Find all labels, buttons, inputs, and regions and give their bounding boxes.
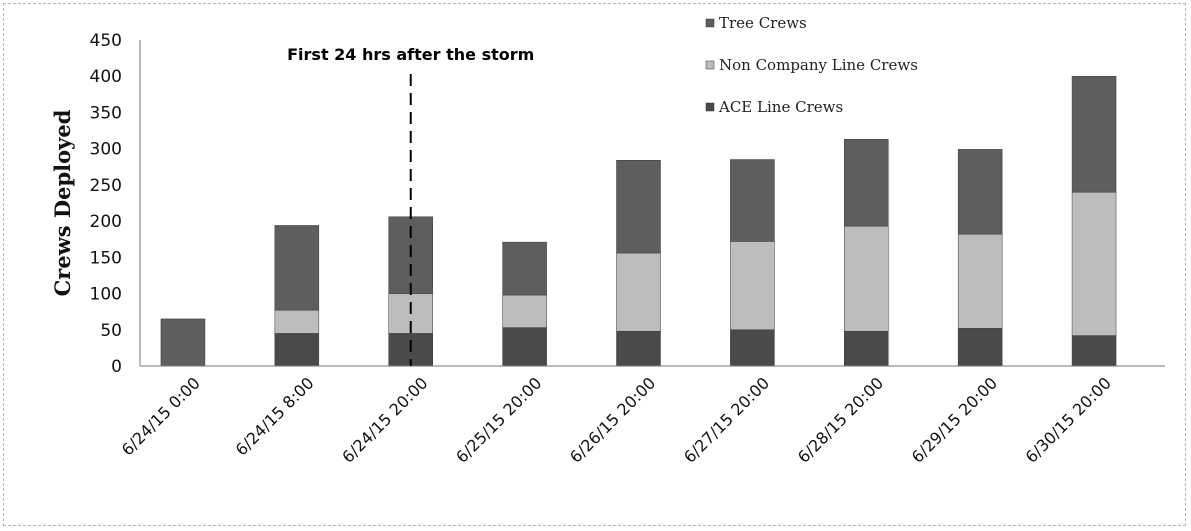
y-tick-label: 200	[90, 212, 122, 232]
legend-swatch	[705, 18, 715, 28]
x-tick-label: 6/30/15 20:00	[1022, 373, 1115, 466]
bar-segment-ace-line-crews	[730, 329, 775, 367]
bar-segment-non-company-line-crews	[502, 294, 547, 328]
legend-label: Non Company Line Crews	[719, 56, 918, 74]
chart-legend: Tree Crews Non Company Line Crews ACE Line…	[705, 14, 918, 116]
x-tick-label: 6/24/15 0:00	[118, 373, 204, 459]
y-tick-label: 400	[90, 67, 122, 87]
bar-segment-ace-line-crews	[502, 327, 547, 367]
bar-segment-tree-crews	[502, 241, 547, 296]
x-tick-label: 6/27/15 20:00	[680, 373, 773, 466]
x-axis-labels: 6/24/15 0:00 6/24/15 8:00 6/24/15 20:00 6/2…	[118, 373, 1115, 466]
legend-label: ACE Line Crews	[718, 98, 843, 116]
legend-swatch	[705, 102, 715, 112]
y-axis-title: Crews Deployed	[50, 109, 75, 296]
y-tick-label: 300	[90, 140, 122, 160]
bar-segment-tree-crews	[844, 138, 889, 227]
bar-segment-ace-line-crews	[616, 330, 661, 367]
annotation-label: First 24 hrs after the storm	[287, 45, 534, 64]
bar-segment-non-company-line-crews	[957, 233, 1003, 329]
y-tick-label: 0	[111, 357, 122, 377]
bar-segment-tree-crews	[1071, 75, 1117, 193]
bar-segment-non-company-line-crews	[616, 252, 661, 332]
bar-segment-non-company-line-crews	[1071, 191, 1117, 336]
x-tick-label: 6/24/15 20:00	[338, 373, 431, 466]
bar-segment-tree-crews	[957, 149, 1003, 235]
y-axis: 0 50 100 150 200 250 300 350 400 450	[90, 31, 122, 377]
legend-label: Tree Crews	[719, 14, 807, 32]
y-tick-label: 250	[90, 176, 122, 196]
bar-segment-ace-line-crews	[274, 333, 320, 367]
bar-segment-non-company-line-crews	[844, 225, 889, 332]
bar-segment-tree-crews	[730, 159, 775, 242]
x-tick-label: 6/26/15 20:00	[566, 373, 659, 466]
legend-swatch	[705, 60, 715, 70]
bar-segment-ace-line-crews	[844, 330, 889, 367]
bar-segment-non-company-line-crews	[730, 241, 775, 331]
bar-segment-ace-line-crews	[1071, 335, 1117, 367]
x-tick-label: 6/24/15 8:00	[232, 373, 318, 459]
y-tick-label: 150	[90, 248, 122, 268]
x-tick-label: 6/29/15 20:00	[908, 373, 1001, 466]
bar-segment-tree-crews	[160, 318, 206, 367]
x-tick-label: 6/25/15 20:00	[452, 373, 545, 466]
y-tick-label: 350	[90, 103, 122, 123]
y-tick-label: 50	[100, 321, 122, 341]
storm-annotation: First 24 hrs after the storm	[287, 45, 534, 366]
y-tick-label: 100	[90, 285, 122, 305]
bar-segment-ace-line-crews	[957, 328, 1003, 367]
bar-series-group	[160, 75, 1117, 367]
x-tick-label: 6/28/15 20:00	[794, 373, 887, 466]
bar-segment-non-company-line-crews	[274, 309, 320, 334]
bar-segment-tree-crews	[616, 160, 661, 254]
bar-segment-tree-crews	[274, 225, 320, 311]
y-tick-label: 450	[90, 31, 122, 51]
